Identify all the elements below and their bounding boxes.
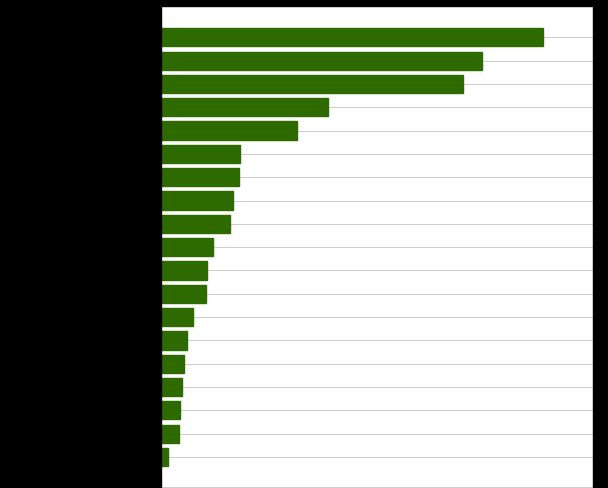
Bar	[161, 448, 168, 466]
Bar	[161, 29, 544, 47]
Bar	[161, 285, 206, 303]
Bar	[161, 99, 328, 117]
Bar	[161, 378, 182, 396]
Bar	[161, 355, 184, 373]
Bar	[161, 215, 230, 233]
Bar	[161, 425, 179, 443]
Bar	[161, 308, 193, 326]
Bar	[161, 239, 213, 257]
Bar	[161, 145, 240, 163]
Bar	[161, 52, 482, 71]
Bar	[161, 332, 187, 350]
Bar	[161, 192, 233, 210]
Bar	[161, 169, 239, 187]
Bar	[161, 402, 180, 420]
Bar	[161, 76, 463, 94]
Bar	[161, 122, 297, 141]
Bar	[161, 262, 207, 280]
